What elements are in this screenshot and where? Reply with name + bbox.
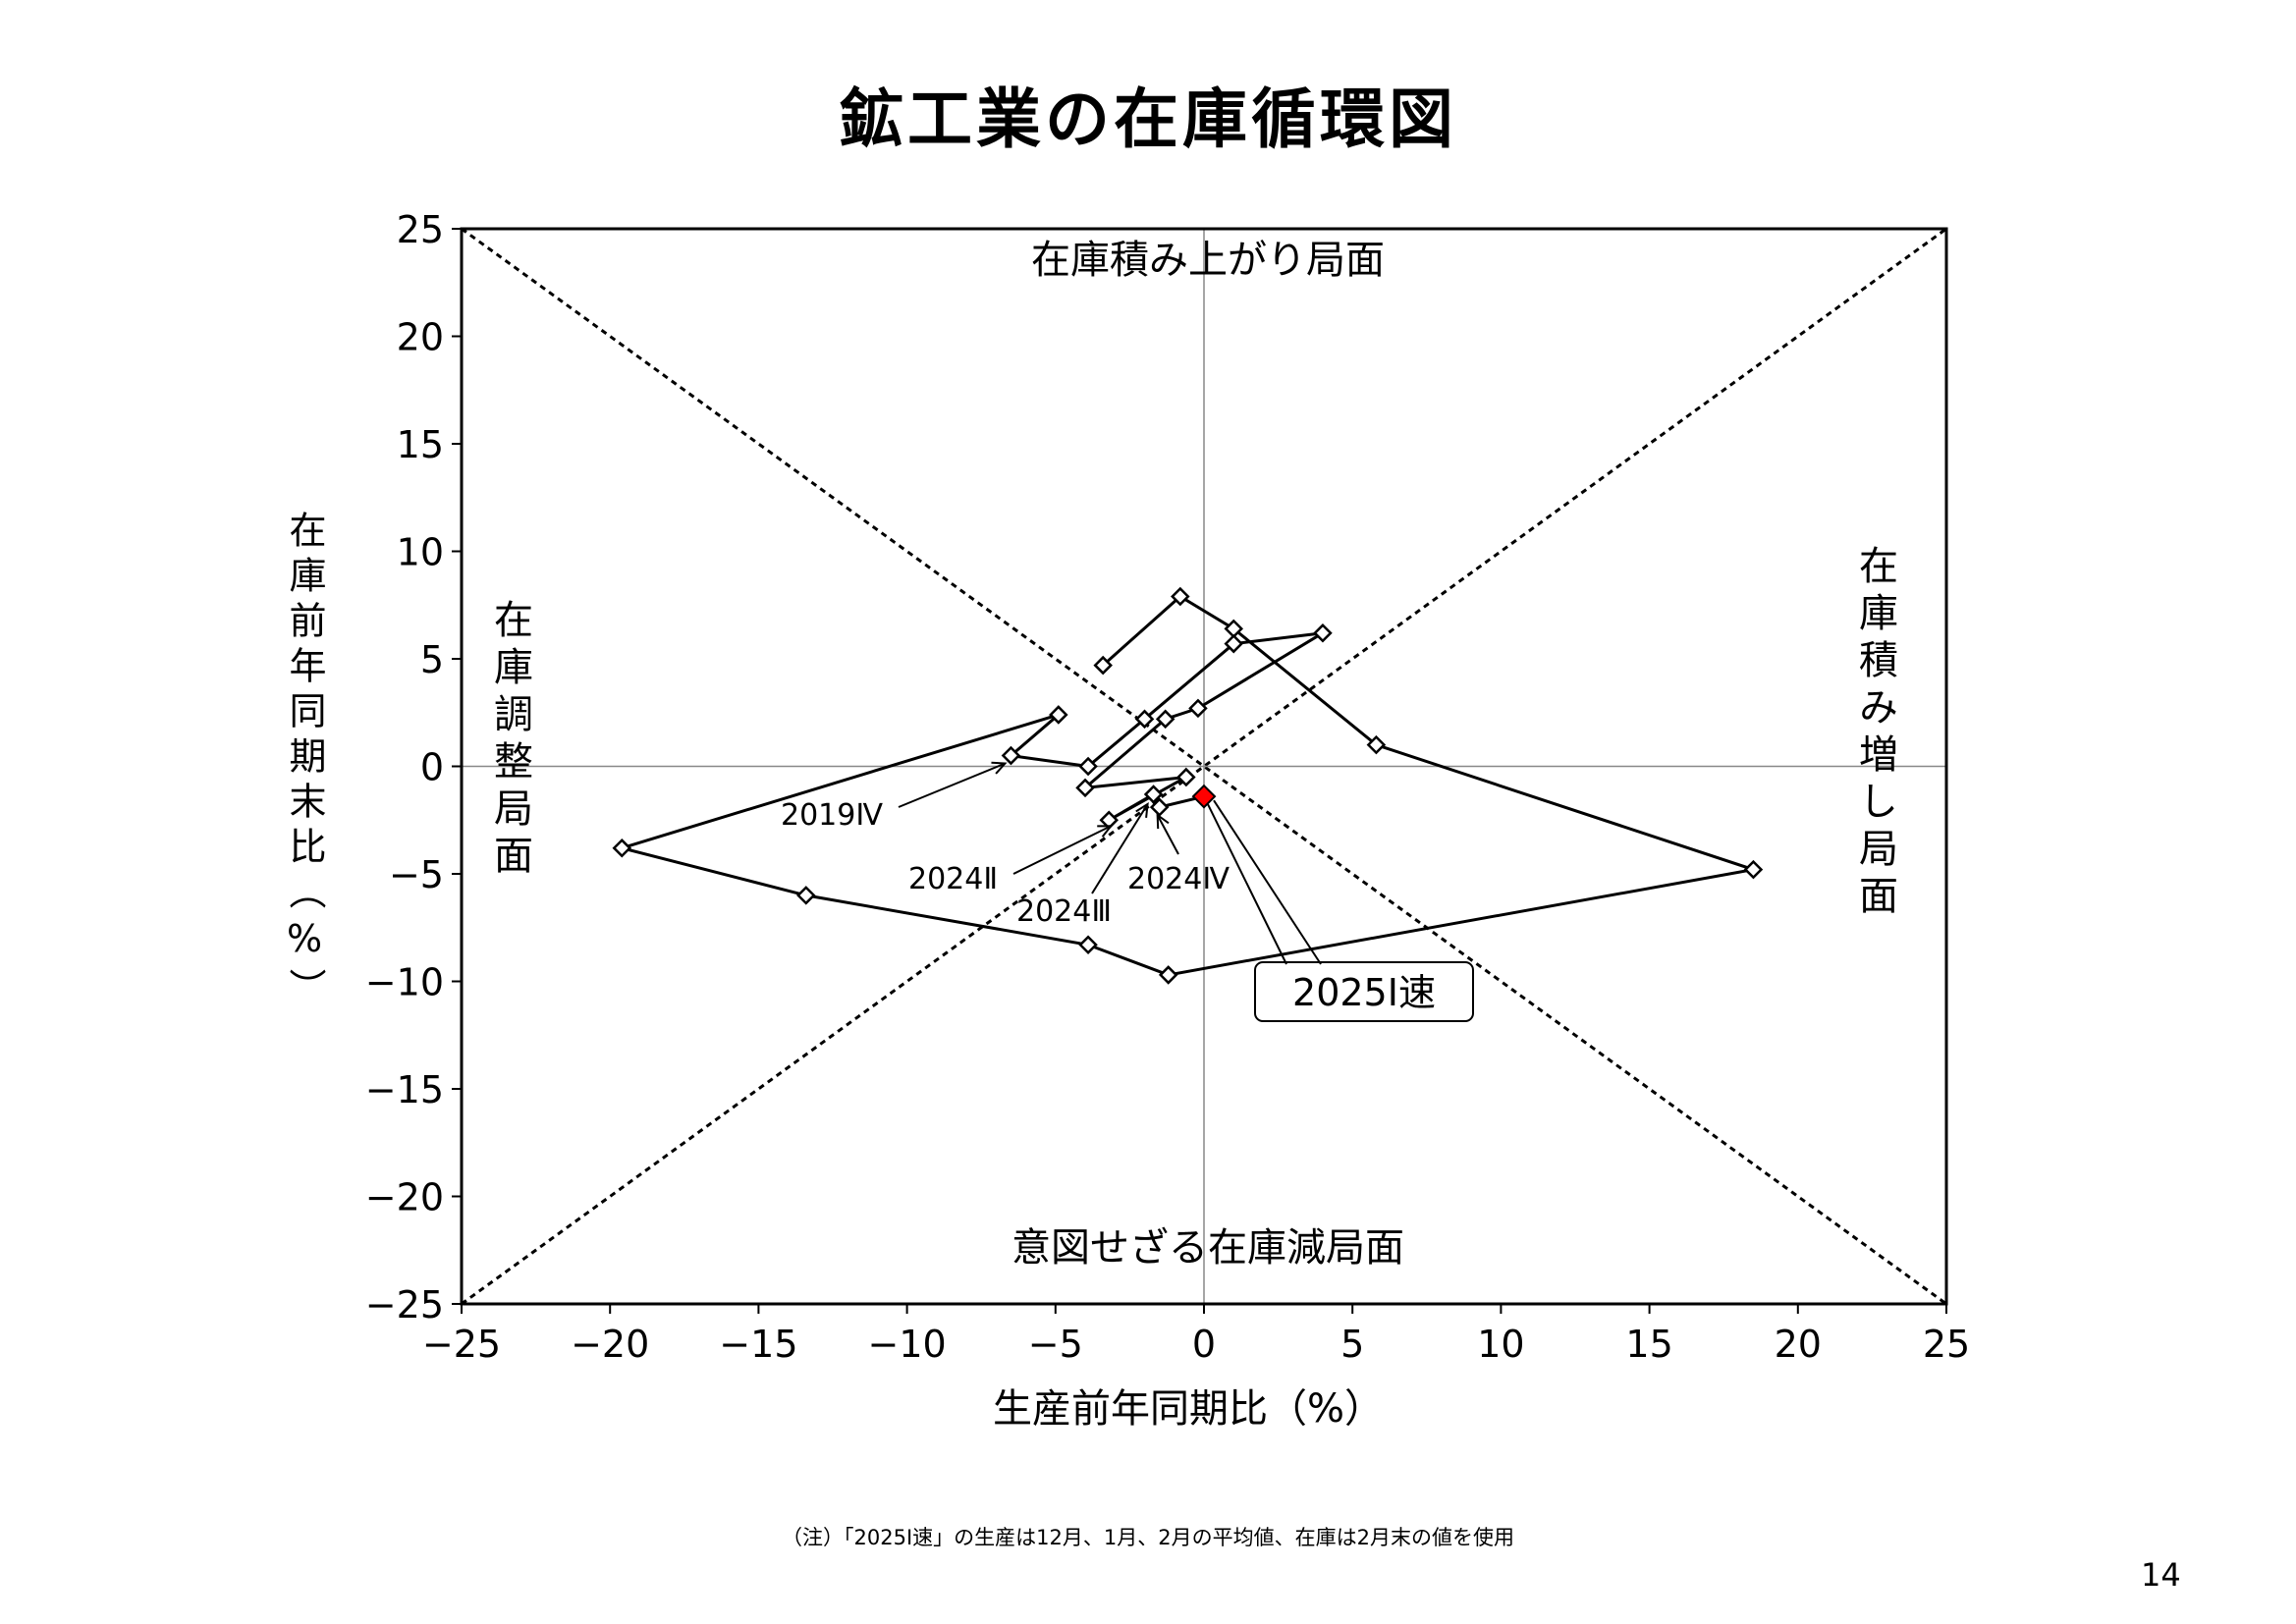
annotation-2024q2: 2024Ⅱ <box>908 862 998 896</box>
region-top-label: 在庫積み上がり局面 <box>1031 238 1385 283</box>
x-tick-label: −10 <box>867 1323 946 1366</box>
data-point <box>1075 778 1095 798</box>
diagonal-line-y-equals-minus-x <box>461 227 1947 1306</box>
y-tick-label: 15 <box>397 423 444 466</box>
annotation-2024q4-arrow-head <box>1156 813 1170 830</box>
x-tick-label: −15 <box>719 1323 797 1366</box>
annotation-2019q4: 2019Ⅳ <box>781 798 883 833</box>
data-point <box>1078 935 1098 955</box>
data-points <box>612 586 1764 985</box>
data-point <box>1134 709 1155 730</box>
x-tick-label: 25 <box>1923 1323 1970 1366</box>
x-tick-label: −25 <box>422 1323 501 1366</box>
y-tick-label: −10 <box>365 961 444 1004</box>
y-tick-labels: 25 20 15 10 5 0 −5 −10 −15 −20 −25 <box>365 208 462 1326</box>
data-point <box>1176 767 1196 787</box>
y-tick-label: 20 <box>397 316 444 359</box>
data-point <box>1143 785 1164 804</box>
diagonal-line-y-equals-x <box>461 227 1947 1306</box>
page-number: 14 <box>2141 1556 2181 1594</box>
data-point <box>1743 859 1764 880</box>
data-point <box>1188 698 1208 719</box>
data-point <box>1224 633 1244 654</box>
y-tick-label: −20 <box>365 1176 444 1219</box>
center-axes <box>462 229 1946 1304</box>
annotation-2024q2-arrow <box>1012 825 1112 875</box>
data-point <box>1171 586 1190 607</box>
footnote: （注）「2025Ⅰ速」の生産は12月、1月、2月の平均値、在庫は2月末の値を使用 <box>782 1526 1514 1549</box>
series-polyline <box>616 594 1754 977</box>
annotation-2024q3-arrow-head <box>1135 802 1149 818</box>
annotation-2025q1-leader-a <box>1207 803 1287 965</box>
annotation-2025q1-box <box>1254 961 1474 1022</box>
annotation-2025q1-leader-b <box>1213 799 1322 965</box>
data-point <box>1155 709 1175 730</box>
annotation-2024q2-arrow-head <box>1097 825 1114 838</box>
x-tick-labels: −25 −20 −15 −10 −5 0 5 10 15 20 25 <box>422 1304 1970 1366</box>
y-tick-label: −15 <box>365 1068 444 1111</box>
y-tick-label: 10 <box>397 531 444 574</box>
x-tick-label: 20 <box>1775 1323 1822 1366</box>
x-axis-label: 生産前年同期比（%） <box>993 1386 1384 1432</box>
annotation-2024q3: 2024Ⅲ <box>1016 894 1112 929</box>
x-tick-label: −5 <box>1028 1323 1083 1366</box>
annotation-2024q3-arrow <box>1091 803 1149 894</box>
data-point <box>1149 797 1170 817</box>
y-axis-label: 在庫前年同期末比（%） <box>283 511 326 1013</box>
region-left-label: 在庫調整局面 <box>487 599 532 882</box>
annotation-2019q4-arrow <box>898 762 1006 808</box>
reference-lines <box>461 227 1947 1306</box>
data-point <box>1049 705 1068 725</box>
y-tick-label: 0 <box>420 746 444 789</box>
y-tick-label: −5 <box>389 853 444 896</box>
annotation-2024q4: 2024Ⅳ <box>1127 862 1230 896</box>
y-tick-label: 25 <box>397 208 444 251</box>
x-tick-label: 10 <box>1477 1323 1524 1366</box>
data-point <box>1001 745 1021 766</box>
y-tick-label: 5 <box>420 638 444 681</box>
data-point <box>1366 734 1387 755</box>
page-title: 鉱工業の在庫循環図 <box>839 81 1457 157</box>
y-tick-label: −25 <box>365 1283 444 1326</box>
data-point <box>796 886 816 905</box>
region-right-label: 在庫積み増し局面 <box>1852 545 1897 922</box>
region-bottom-label: 意図せざる在庫減局面 <box>1011 1225 1404 1271</box>
data-point <box>1078 756 1098 777</box>
series-line <box>616 594 1754 977</box>
x-tick-label: 5 <box>1340 1323 1364 1366</box>
annotations: 2019Ⅳ 2024Ⅱ 2024Ⅲ 2024Ⅳ 2025Ⅰ速 <box>781 761 1474 1022</box>
annotation-2024q4-arrow <box>1156 814 1179 855</box>
data-point <box>1158 965 1178 985</box>
data-point <box>1093 655 1113 676</box>
x-tick-label: 0 <box>1192 1323 1216 1366</box>
data-point <box>612 838 632 858</box>
annotation-2025q1: 2025Ⅰ速 <box>1292 971 1436 1014</box>
annotation-2019q4-arrow-head <box>991 761 1008 775</box>
x-tick-label: −20 <box>571 1323 649 1366</box>
data-point <box>1313 623 1333 643</box>
highlight-point <box>1191 784 1217 809</box>
x-tick-label: 15 <box>1625 1323 1672 1366</box>
